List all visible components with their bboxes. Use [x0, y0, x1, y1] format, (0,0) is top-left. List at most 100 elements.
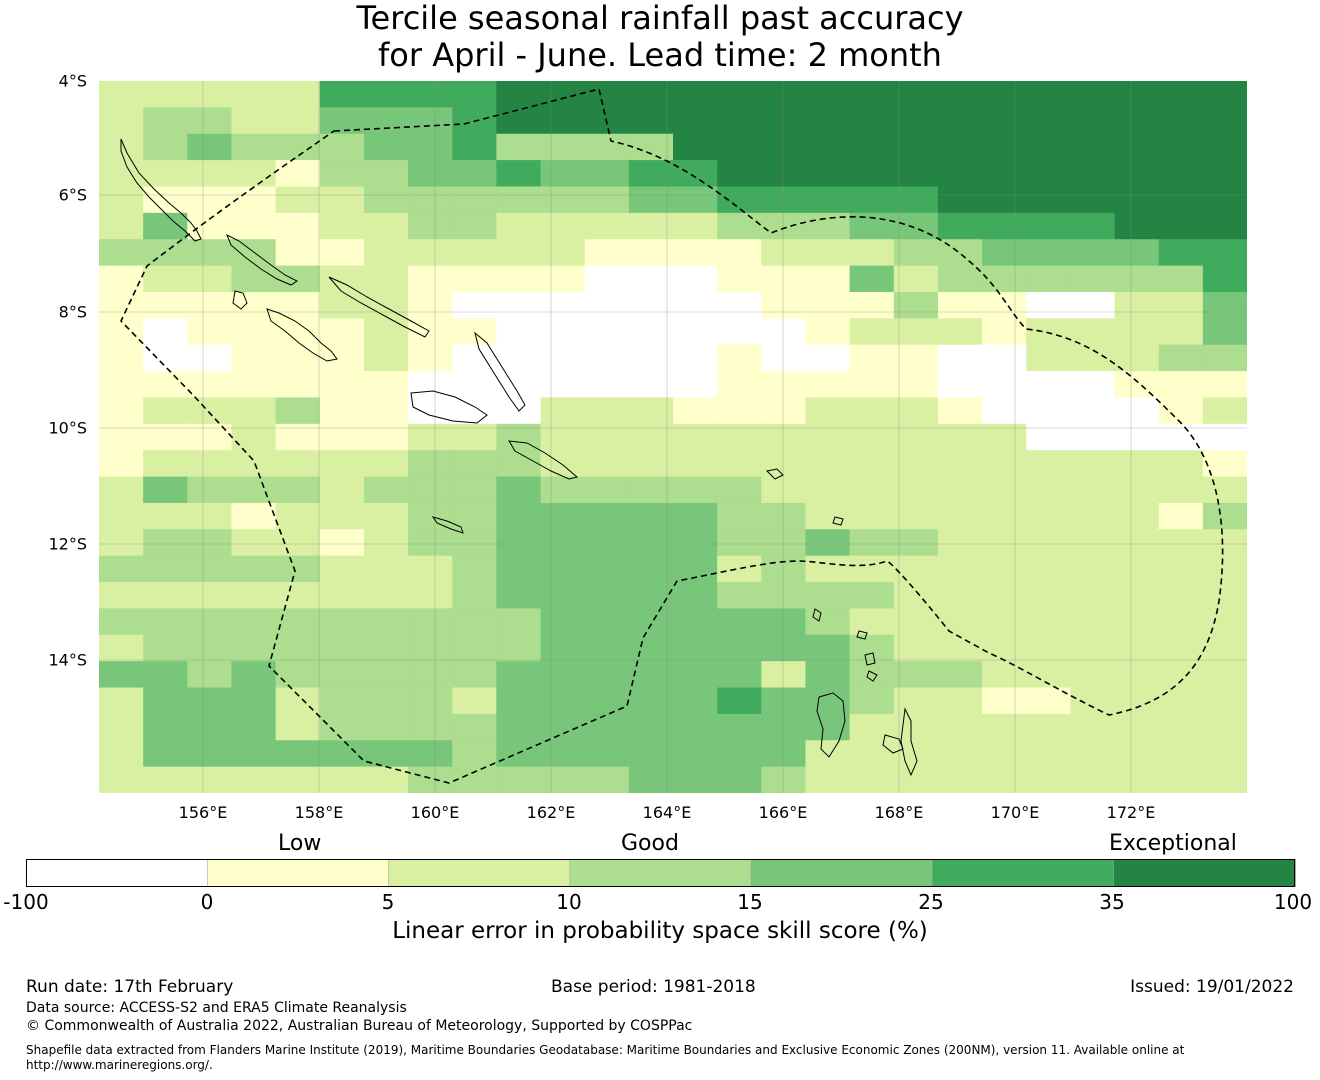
- shapefile-credit-line-2: http://www.marineregions.org/.: [26, 1058, 213, 1072]
- skill-cell: [1202, 608, 1247, 636]
- skill-cell: [143, 397, 188, 425]
- skill-cell: [849, 450, 895, 478]
- skill-cell: [849, 186, 895, 214]
- skill-cell: [805, 502, 851, 530]
- skill-cell: [1026, 713, 1071, 741]
- skill-cell: [363, 107, 409, 135]
- skill-cell: [628, 371, 674, 399]
- skill-cell: [231, 687, 277, 715]
- skill-cell: [673, 186, 718, 214]
- skill-cell: [187, 107, 233, 135]
- skill-cell: [1114, 608, 1160, 636]
- skill-cell: [937, 502, 983, 530]
- skill-cell: [628, 608, 674, 636]
- skill-cell: [1070, 186, 1116, 214]
- skill-cell: [496, 186, 542, 214]
- skill-cell: [99, 265, 144, 293]
- skill-cell: [937, 740, 983, 768]
- skill-cell: [143, 661, 188, 689]
- skill-cell: [99, 502, 144, 530]
- skill-cell: [761, 423, 807, 451]
- skill-cell: [408, 687, 453, 715]
- skill-cell: [231, 397, 277, 425]
- skill-cell: [937, 713, 983, 741]
- skill-cell: [319, 371, 365, 399]
- skill-cell: [99, 450, 144, 478]
- shapefile-credit: Shapefile data extracted from Flanders M…: [26, 1043, 1306, 1073]
- run-date: Run date: 17th February: [26, 977, 234, 997]
- skill-cell: [982, 608, 1027, 636]
- skill-cell: [982, 291, 1027, 319]
- colorbar-swatch: [569, 859, 752, 887]
- skill-cell: [937, 371, 983, 399]
- skill-cell: [717, 608, 762, 636]
- skill-cell: [849, 661, 895, 689]
- skill-cell: [496, 344, 542, 372]
- skill-cell: [496, 239, 542, 267]
- skill-cell: [496, 133, 542, 161]
- skill-cell: [584, 555, 630, 583]
- skill-cell: [673, 397, 718, 425]
- colorbar-label: Linear error in probability space skill …: [392, 918, 928, 944]
- skill-cell: [275, 740, 321, 768]
- island-rennell: [431, 516, 464, 534]
- skill-cell: [1202, 344, 1247, 372]
- skill-cell: [849, 107, 895, 135]
- skill-cell: [761, 450, 807, 478]
- skill-cell: [628, 476, 674, 504]
- colorbar-tick-5: 5: [381, 890, 395, 914]
- skill-cell: [408, 661, 453, 689]
- skill-cell: [231, 529, 277, 557]
- skill-cell: [187, 582, 233, 610]
- skill-cell: [982, 713, 1027, 741]
- skill-cell: [496, 529, 542, 557]
- skill-cell: [982, 371, 1027, 399]
- skill-cell: [849, 318, 895, 346]
- skill-cell: [717, 344, 762, 372]
- skill-cell: [319, 291, 365, 319]
- skill-cell: [408, 160, 453, 188]
- skill-cell: [1070, 713, 1116, 741]
- skill-cell: [982, 634, 1027, 662]
- skill-cell: [496, 291, 542, 319]
- skill-cell: [982, 529, 1027, 557]
- skill-cell: [540, 133, 586, 161]
- skill-cell: [1114, 450, 1160, 478]
- skill-cell: [673, 502, 718, 530]
- skill-cell: [937, 212, 983, 240]
- skill-cell: [540, 661, 586, 689]
- colorbar-word-low: Low: [278, 831, 322, 856]
- skill-cell: [187, 476, 233, 504]
- skill-cell: [1158, 555, 1204, 583]
- skill-cell: [452, 555, 497, 583]
- skill-cell: [275, 265, 321, 293]
- skill-cell: [761, 212, 807, 240]
- skill-cell: [628, 133, 674, 161]
- skill-cell: [1070, 582, 1116, 610]
- skill-cell: [99, 713, 144, 741]
- skill-cell: [584, 502, 630, 530]
- skill-cell: [717, 291, 762, 319]
- island-bougainville: [120, 138, 202, 242]
- skill-cell: [849, 133, 895, 161]
- skill-cell: [673, 687, 718, 715]
- skill-cell: [1114, 634, 1160, 662]
- skill-cell: [452, 661, 497, 689]
- skill-cell: [673, 766, 718, 793]
- skill-cell: [628, 291, 674, 319]
- skill-cell: [143, 766, 188, 793]
- skill-cell: [231, 713, 277, 741]
- skill-cell: [893, 107, 939, 135]
- skill-cell: [452, 582, 497, 610]
- skill-cell: [805, 344, 851, 372]
- skill-cell: [319, 160, 365, 188]
- skill-cell: [540, 239, 586, 267]
- skill-cell: [1114, 529, 1160, 557]
- island-espiritu-santo: [816, 692, 846, 758]
- skill-cell: [1070, 608, 1116, 636]
- colorbar-frame: [26, 859, 1295, 887]
- skill-cell: [982, 160, 1027, 188]
- skill-cell: [849, 582, 895, 610]
- skill-cell: [540, 397, 586, 425]
- skill-cell: [496, 634, 542, 662]
